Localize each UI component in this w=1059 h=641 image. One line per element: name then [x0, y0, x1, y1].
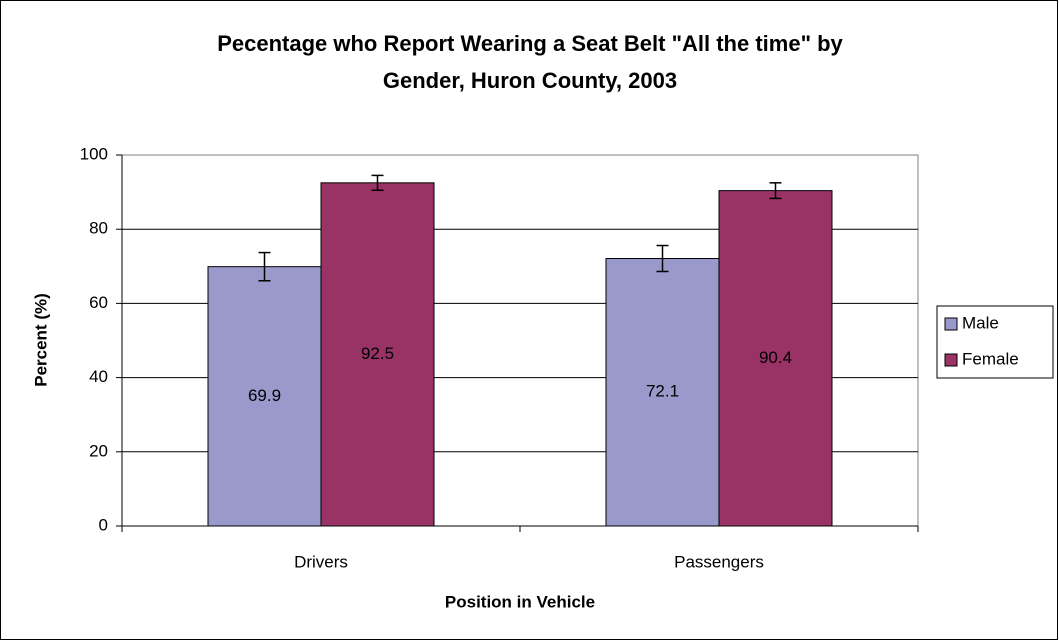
error-bar [258, 251, 271, 282]
error-bar [656, 244, 669, 273]
legend-label: Female [962, 349, 1019, 368]
data-label: 90.4 [759, 348, 792, 367]
bar [320, 182, 435, 527]
data-label: 69.9 [248, 386, 281, 405]
chart-title: Pecentage who Report Wearing a Seat Belt… [217, 31, 843, 56]
legend-label: Male [962, 313, 999, 332]
legend-swatch [944, 317, 958, 331]
y-tick-label: 40 [89, 367, 108, 386]
y-tick-label: 0 [99, 515, 108, 534]
x-tick-label: Drivers [294, 552, 348, 571]
data-label: 92.5 [361, 344, 394, 363]
y-axis-title: Percent (%) [31, 293, 50, 387]
x-tick-label: Passengers [674, 552, 764, 571]
y-tick-label: 60 [89, 293, 108, 312]
bar [718, 190, 833, 527]
chart-title: Gender, Huron County, 2003 [383, 68, 677, 93]
y-tick-label: 20 [89, 441, 108, 460]
bar [207, 266, 322, 527]
y-tick-label: 100 [80, 144, 108, 163]
x-axis-title: Position in Vehicle [445, 592, 595, 611]
error-bar [769, 182, 782, 200]
data-label: 72.1 [646, 382, 679, 401]
legend-swatch [944, 353, 958, 367]
y-tick-label: 80 [89, 219, 108, 238]
bar [605, 258, 720, 527]
error-bar [371, 174, 384, 191]
